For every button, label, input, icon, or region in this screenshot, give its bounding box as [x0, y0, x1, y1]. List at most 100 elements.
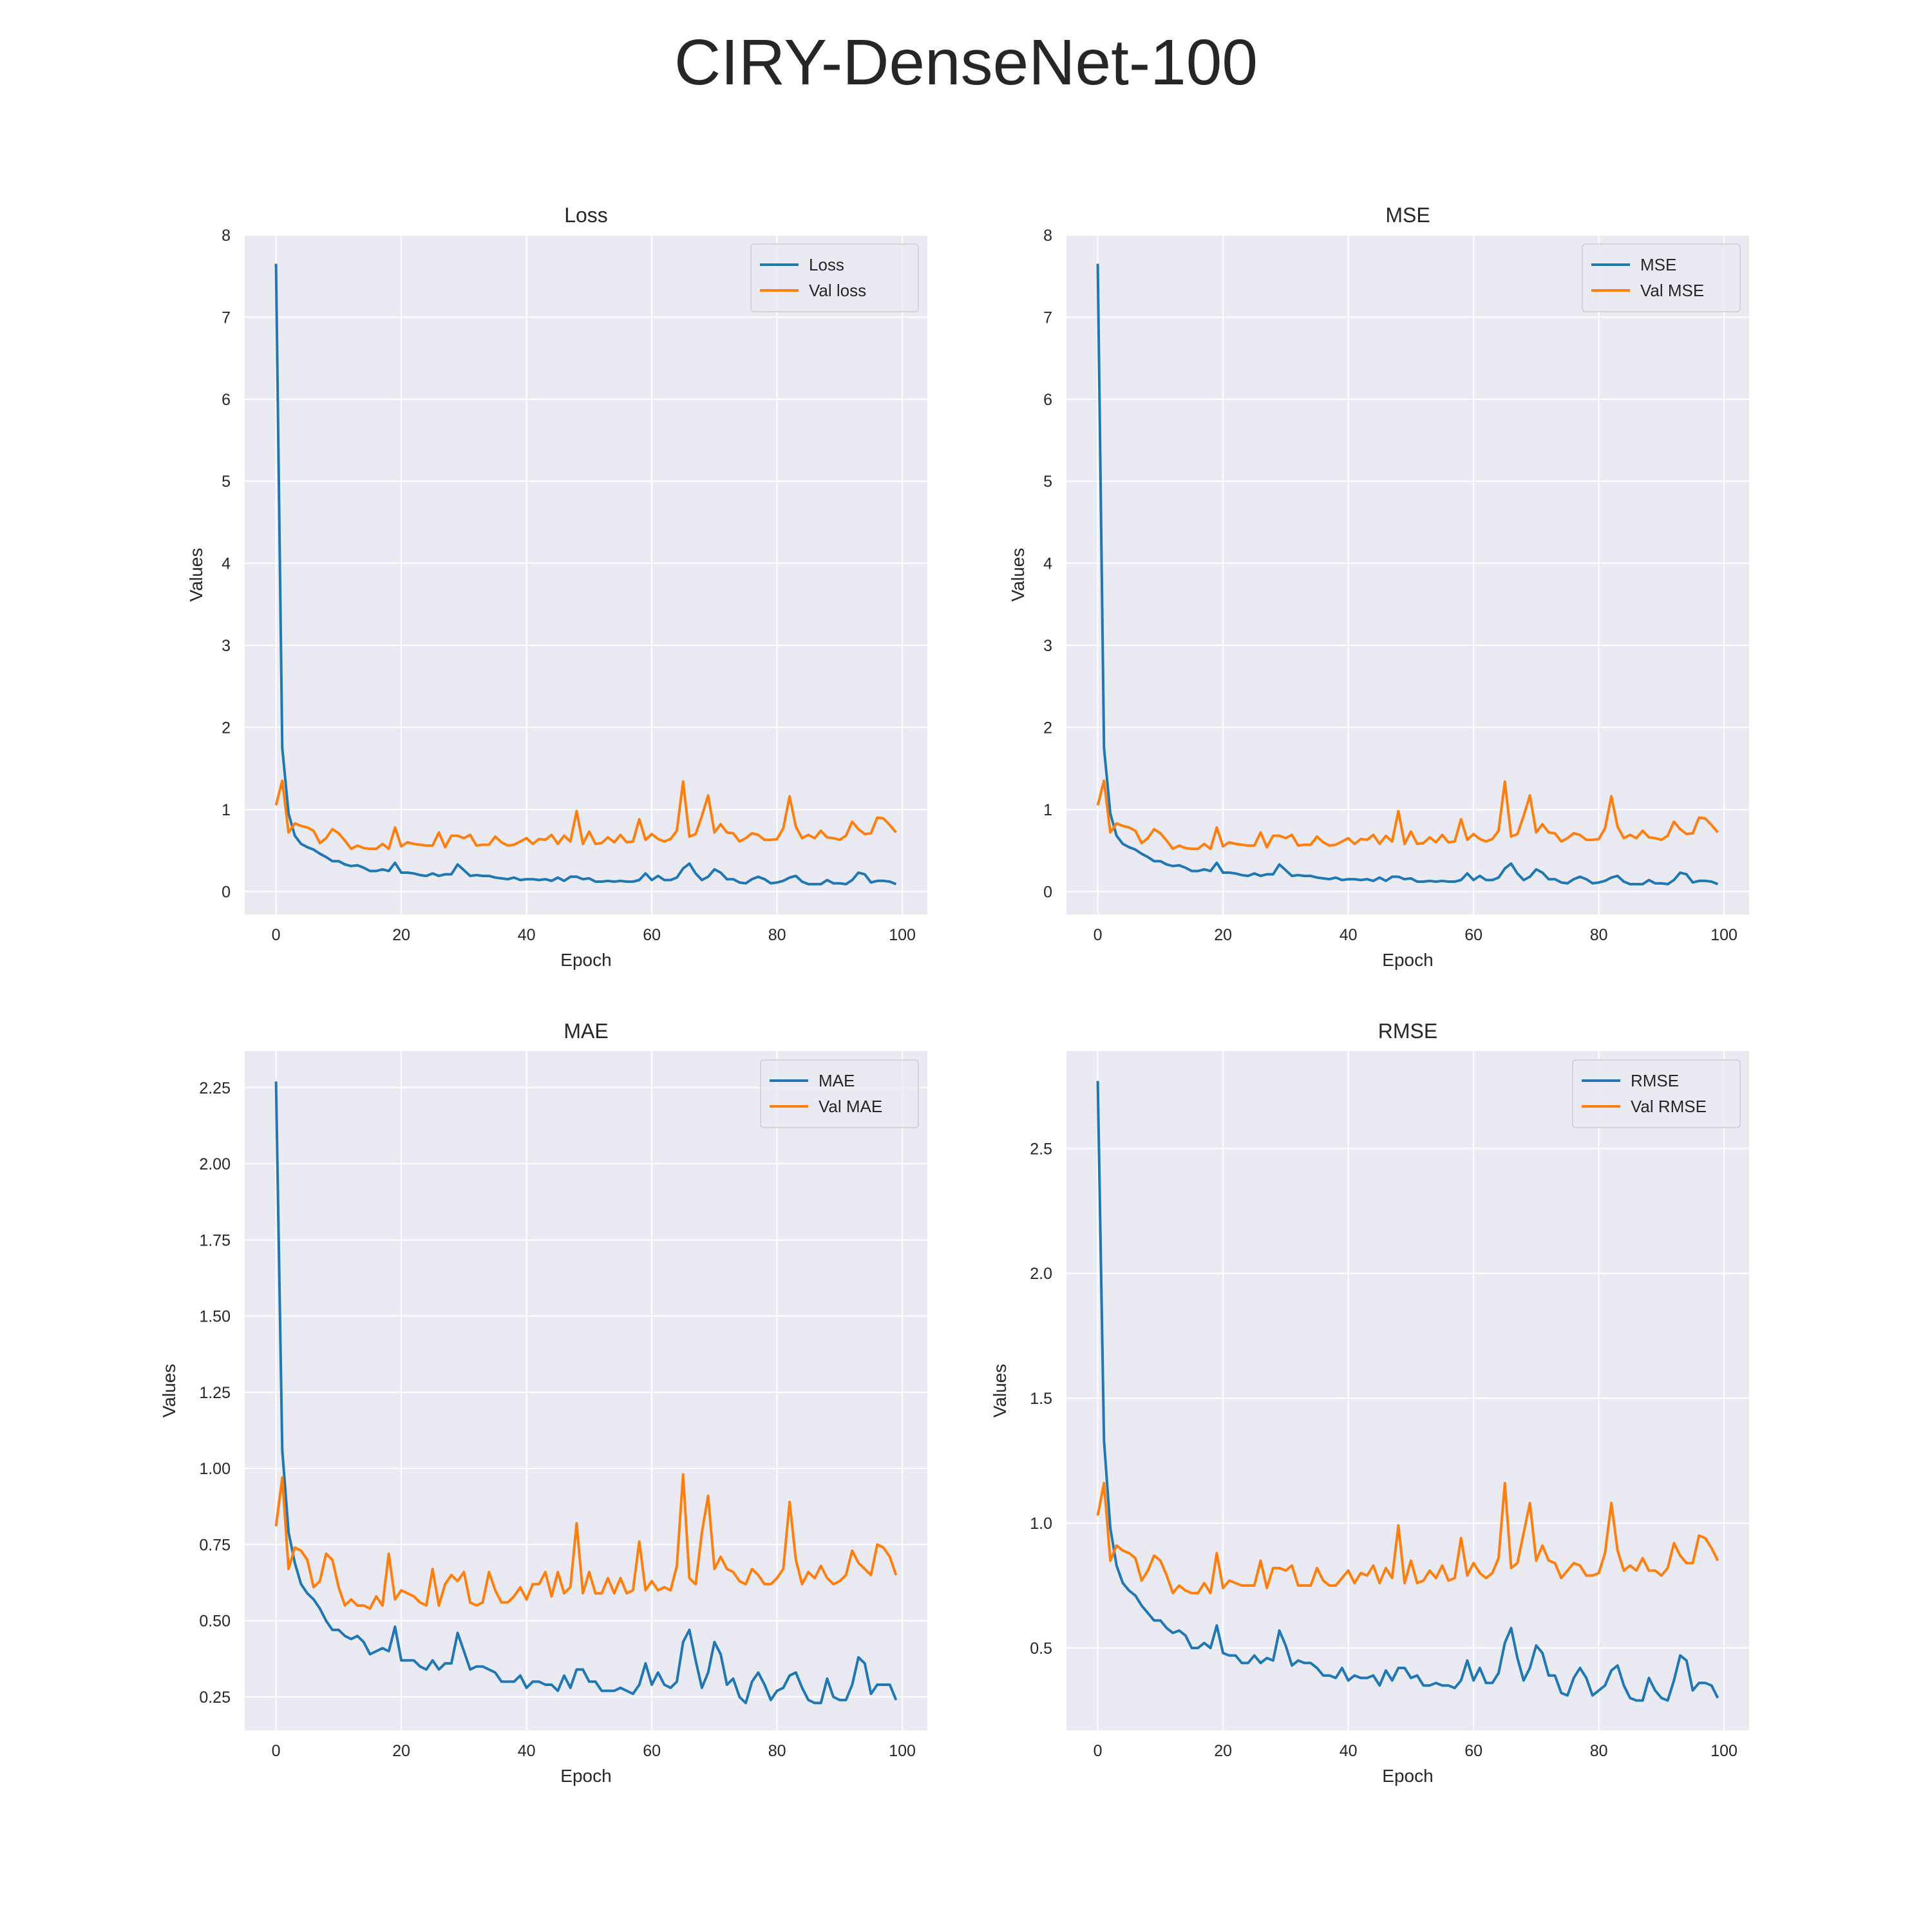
legend-label: Val MAE: [819, 1097, 882, 1116]
chart-panel-mae: 0 20 40 60 80 100 0.25 0.50 0.75 1.00 1.25 1.50 1.75…: [159, 1019, 927, 1786]
x-axis-label: Epoch: [560, 1766, 611, 1786]
x-tick-label: 0: [272, 1742, 281, 1760]
legend: RMSE Val RMSE: [1572, 1059, 1741, 1128]
x-tick-label: 100: [1710, 1742, 1738, 1760]
legend: Loss Val loss: [750, 243, 919, 312]
series-line-loss: [274, 263, 897, 886]
x-tick-label: 40: [1340, 1742, 1358, 1760]
series-line-rmse: [1096, 1081, 1719, 1702]
x-tick-label: 100: [889, 1742, 916, 1760]
chart-panel-loss: 0 20 40 60 80 100 0 1 2 3 4 5 6 7 8 Loss Epoch Values Loss…: [186, 204, 927, 970]
series-line-mse: [1096, 263, 1719, 886]
chart-panel-mse: 0 20 40 60 80 100 0 1 2 3 4 5 6 7 8 MSE Epoch Values MSE Va…: [1008, 204, 1749, 970]
y-axis-label: Values: [186, 548, 206, 602]
legend-box: [760, 1059, 919, 1128]
y-tick-label: 7: [222, 308, 231, 327]
legend-label: RMSE: [1631, 1071, 1679, 1090]
y-tick-label: 0.25: [199, 1689, 231, 1707]
x-axis-label: Epoch: [560, 950, 611, 970]
legend: MSE Val MSE: [1582, 243, 1741, 312]
legend-label: MSE: [1640, 255, 1676, 274]
y-tick-label: 4: [1043, 555, 1052, 573]
y-tick-label: 5: [222, 473, 231, 491]
y-tick-label: 1.5: [1030, 1390, 1052, 1408]
legend-label: MAE: [819, 1071, 855, 1090]
plot-area: [1066, 1051, 1749, 1730]
y-tick-label: 1.50: [199, 1308, 231, 1326]
x-tick-label: 60: [1464, 1742, 1482, 1760]
chart-panel-rmse: 0 20 40 60 80 100 0.5 1.0 1.5 2.0 2.5 RMSE Epoch Valu…: [990, 1019, 1749, 1786]
legend: MAE Val MAE: [760, 1059, 919, 1128]
legend-label: Val loss: [809, 281, 866, 300]
series-line-val-loss: [274, 779, 897, 851]
series-line-val-rmse: [1096, 1482, 1719, 1595]
legend-box: [1572, 1059, 1741, 1128]
legend-label: Val MSE: [1640, 281, 1704, 300]
x-tick-label: 60: [1464, 926, 1482, 944]
y-tick-label: 2: [1043, 719, 1052, 737]
y-tick-label: 0: [222, 883, 231, 901]
y-tick-label: 0.5: [1030, 1640, 1052, 1658]
y-tick-label: 2.00: [199, 1155, 231, 1173]
panel-title: RMSE: [1378, 1019, 1437, 1043]
y-tick-label: 3: [1043, 637, 1052, 655]
x-tick-label: 40: [518, 926, 536, 944]
series-line-val-mae: [274, 1473, 898, 1610]
series-line-mae: [274, 1081, 898, 1705]
x-tick-label: 40: [1340, 926, 1358, 944]
x-tick-label: 80: [1590, 926, 1608, 944]
x-axis-label: Epoch: [1382, 950, 1433, 970]
y-tick-label: 2.25: [199, 1079, 231, 1097]
y-tick-label: 1.0: [1030, 1515, 1052, 1533]
y-tick-label: 0.75: [199, 1536, 231, 1554]
x-tick-label: 20: [392, 926, 410, 944]
y-tick-label: 8: [1043, 227, 1052, 245]
panel-title: MSE: [1385, 204, 1430, 227]
x-tick-label: 80: [1590, 1742, 1608, 1760]
y-tick-label: 2: [222, 719, 231, 737]
legend-box: [750, 243, 919, 312]
y-axis-label: Values: [990, 1364, 1010, 1418]
x-tick-label: 80: [768, 926, 786, 944]
y-tick-label: 1: [222, 801, 231, 819]
y-tick-label: 5: [1043, 473, 1052, 491]
x-tick-label: 80: [768, 1742, 786, 1760]
plot-area: [245, 235, 927, 914]
y-tick-label: 1: [1043, 801, 1052, 819]
x-tick-label: 0: [1094, 1742, 1103, 1760]
x-axis-label: Epoch: [1382, 1766, 1433, 1786]
y-tick-label: 3: [222, 637, 231, 655]
panel-title: Loss: [564, 204, 608, 227]
legend-box: [1582, 243, 1741, 312]
x-tick-label: 60: [643, 926, 661, 944]
x-tick-label: 60: [643, 1742, 661, 1760]
y-axis-label: Values: [1008, 548, 1028, 602]
figure-title: CIRY-DenseNet-100: [674, 26, 1258, 99]
y-tick-label: 1.25: [199, 1384, 231, 1402]
y-tick-label: 2.5: [1030, 1140, 1052, 1158]
x-tick-label: 0: [272, 926, 281, 944]
x-tick-label: 20: [392, 1742, 410, 1760]
plot-area: [1066, 235, 1749, 914]
y-tick-label: 4: [222, 555, 231, 573]
x-tick-label: 0: [1094, 926, 1103, 944]
x-tick-label: 20: [1214, 1742, 1232, 1760]
y-tick-label: 1.00: [199, 1460, 231, 1478]
panel-title: MAE: [564, 1019, 608, 1043]
y-tick-label: 6: [222, 391, 231, 409]
y-tick-label: 6: [1043, 391, 1052, 409]
x-tick-label: 100: [889, 926, 916, 944]
y-tick-label: 1.75: [199, 1231, 231, 1249]
y-tick-label: 8: [222, 227, 231, 245]
y-tick-label: 0.50: [199, 1613, 231, 1631]
legend-label: Loss: [809, 255, 844, 274]
y-axis-label: Values: [159, 1364, 179, 1418]
x-tick-label: 100: [1710, 926, 1738, 944]
legend-label: Val RMSE: [1631, 1097, 1707, 1116]
y-tick-label: 7: [1043, 308, 1052, 327]
x-tick-label: 20: [1214, 926, 1232, 944]
plot-area: [245, 1051, 927, 1730]
y-tick-label: 0: [1043, 883, 1052, 901]
series-line-val-mse: [1096, 779, 1719, 851]
